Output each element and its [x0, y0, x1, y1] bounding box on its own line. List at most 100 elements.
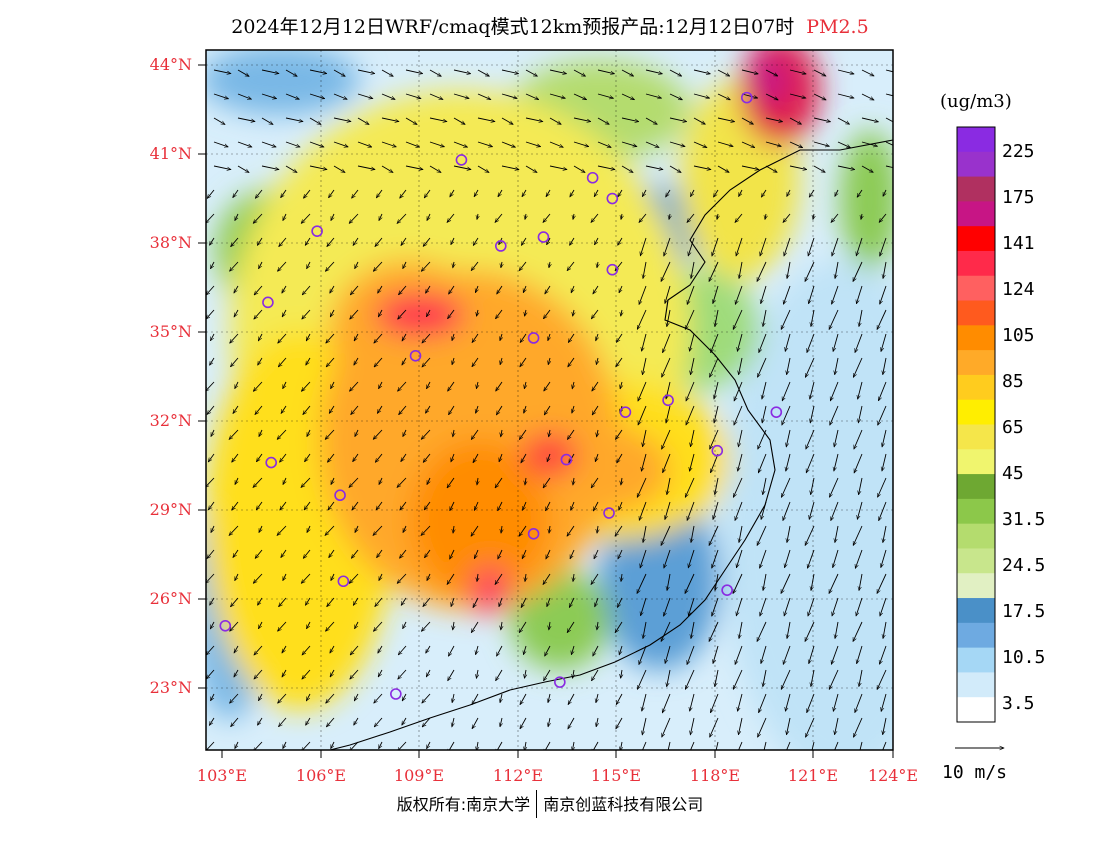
wind-vector [374, 717, 383, 727]
lon-label: 124°E [867, 766, 919, 785]
wind-vector [230, 621, 239, 631]
colorbar [956, 126, 996, 723]
wind-vector [708, 621, 719, 641]
wind-vector [213, 165, 231, 170]
wind-vector [285, 141, 300, 147]
wind-vector [813, 141, 829, 146]
wind-vector [545, 501, 551, 511]
wind-vector [876, 309, 887, 329]
wind-vector [859, 741, 863, 750]
wind-vector [807, 549, 815, 568]
lon-label: 112°E [492, 766, 544, 785]
wind-vector [593, 549, 599, 559]
wind-vector [684, 669, 695, 689]
wind-vector [595, 597, 599, 607]
wind-vector [852, 717, 863, 737]
wind-vector [735, 501, 743, 521]
wind-vector [693, 165, 711, 170]
wind-vector [519, 429, 527, 440]
wind-vector [738, 693, 743, 711]
wind-vector [572, 405, 574, 413]
wind-vector [523, 285, 526, 293]
wind-vector [859, 477, 863, 495]
wind-vector [739, 261, 743, 279]
colorbar-swatch [957, 350, 995, 376]
copyright-footer: 版权所有:南京大学 南京创蓝科技有限公司 [0, 790, 1100, 818]
wind-vector [789, 93, 806, 98]
wind-vector [208, 501, 215, 510]
wind-vector [594, 237, 599, 245]
wind-vector [281, 189, 287, 198]
wind-vector [253, 213, 263, 223]
wind-vector [206, 573, 215, 583]
wind-vector [738, 453, 743, 471]
wind-vector [663, 453, 671, 473]
wind-vector [209, 237, 215, 245]
wind-vector [712, 597, 719, 616]
wind-vector [813, 69, 826, 77]
wind-vector [691, 621, 695, 639]
wind-vector [429, 93, 443, 100]
wind-vector [257, 597, 263, 605]
wind-vector [781, 381, 791, 401]
wind-vector [210, 333, 215, 341]
wind-vector [597, 117, 609, 125]
wind-vector [496, 405, 503, 415]
wind-vector [573, 141, 589, 147]
wind-vector [544, 381, 551, 391]
wind-vector [398, 381, 407, 391]
wind-vector [330, 573, 335, 581]
wind-vector [230, 333, 239, 343]
wind-vector [405, 117, 417, 125]
colorbar-label: 45 [1002, 463, 1024, 484]
wind-vector [717, 141, 733, 146]
wind-vector [757, 357, 767, 377]
wind-vector [661, 357, 671, 377]
wind-vector [210, 525, 214, 533]
wind-vector [453, 429, 454, 437]
wind-vector [448, 381, 455, 391]
wind-vector [621, 573, 622, 582]
wind-vector [733, 405, 743, 425]
wind-vector [451, 453, 455, 462]
wind-vector [258, 429, 262, 437]
wind-vector [568, 357, 575, 367]
wind-vector [621, 165, 633, 173]
wind-vector [573, 117, 591, 122]
wind-vector [424, 501, 431, 510]
wind-vector [377, 285, 383, 293]
wind-vector [429, 141, 444, 147]
wind-vector [881, 549, 887, 568]
wind-vector [373, 525, 383, 535]
wind-vector [278, 693, 287, 703]
wind-vector [495, 213, 503, 222]
wind-vector [476, 645, 478, 655]
wind-vector [449, 285, 455, 294]
wind-vector [837, 69, 854, 74]
wind-vector [715, 669, 719, 687]
wind-vector [615, 621, 623, 633]
wind-vector [713, 501, 719, 520]
wind-vector [669, 165, 681, 173]
wind-vector [453, 165, 471, 170]
wind-vector [593, 285, 599, 294]
wind-vector [765, 213, 766, 219]
city-station-marker [619, 406, 632, 418]
wind-vector [230, 597, 239, 607]
wind-vector [811, 573, 815, 591]
wind-vector [857, 189, 863, 197]
wind-vector [381, 93, 395, 100]
wind-vector [880, 285, 887, 304]
wind-vector [402, 525, 406, 533]
wind-vector [669, 93, 682, 101]
colorbar-swatch [957, 647, 995, 673]
wind-vector [763, 573, 767, 591]
lat-label: 29°N [149, 500, 192, 519]
wind-vector [375, 237, 383, 247]
wind-vector [765, 117, 783, 122]
wind-vector [784, 237, 791, 256]
wind-vector [765, 165, 777, 173]
wind-vector [352, 501, 359, 510]
wind-vector [761, 645, 767, 664]
wind-vector [667, 309, 671, 327]
